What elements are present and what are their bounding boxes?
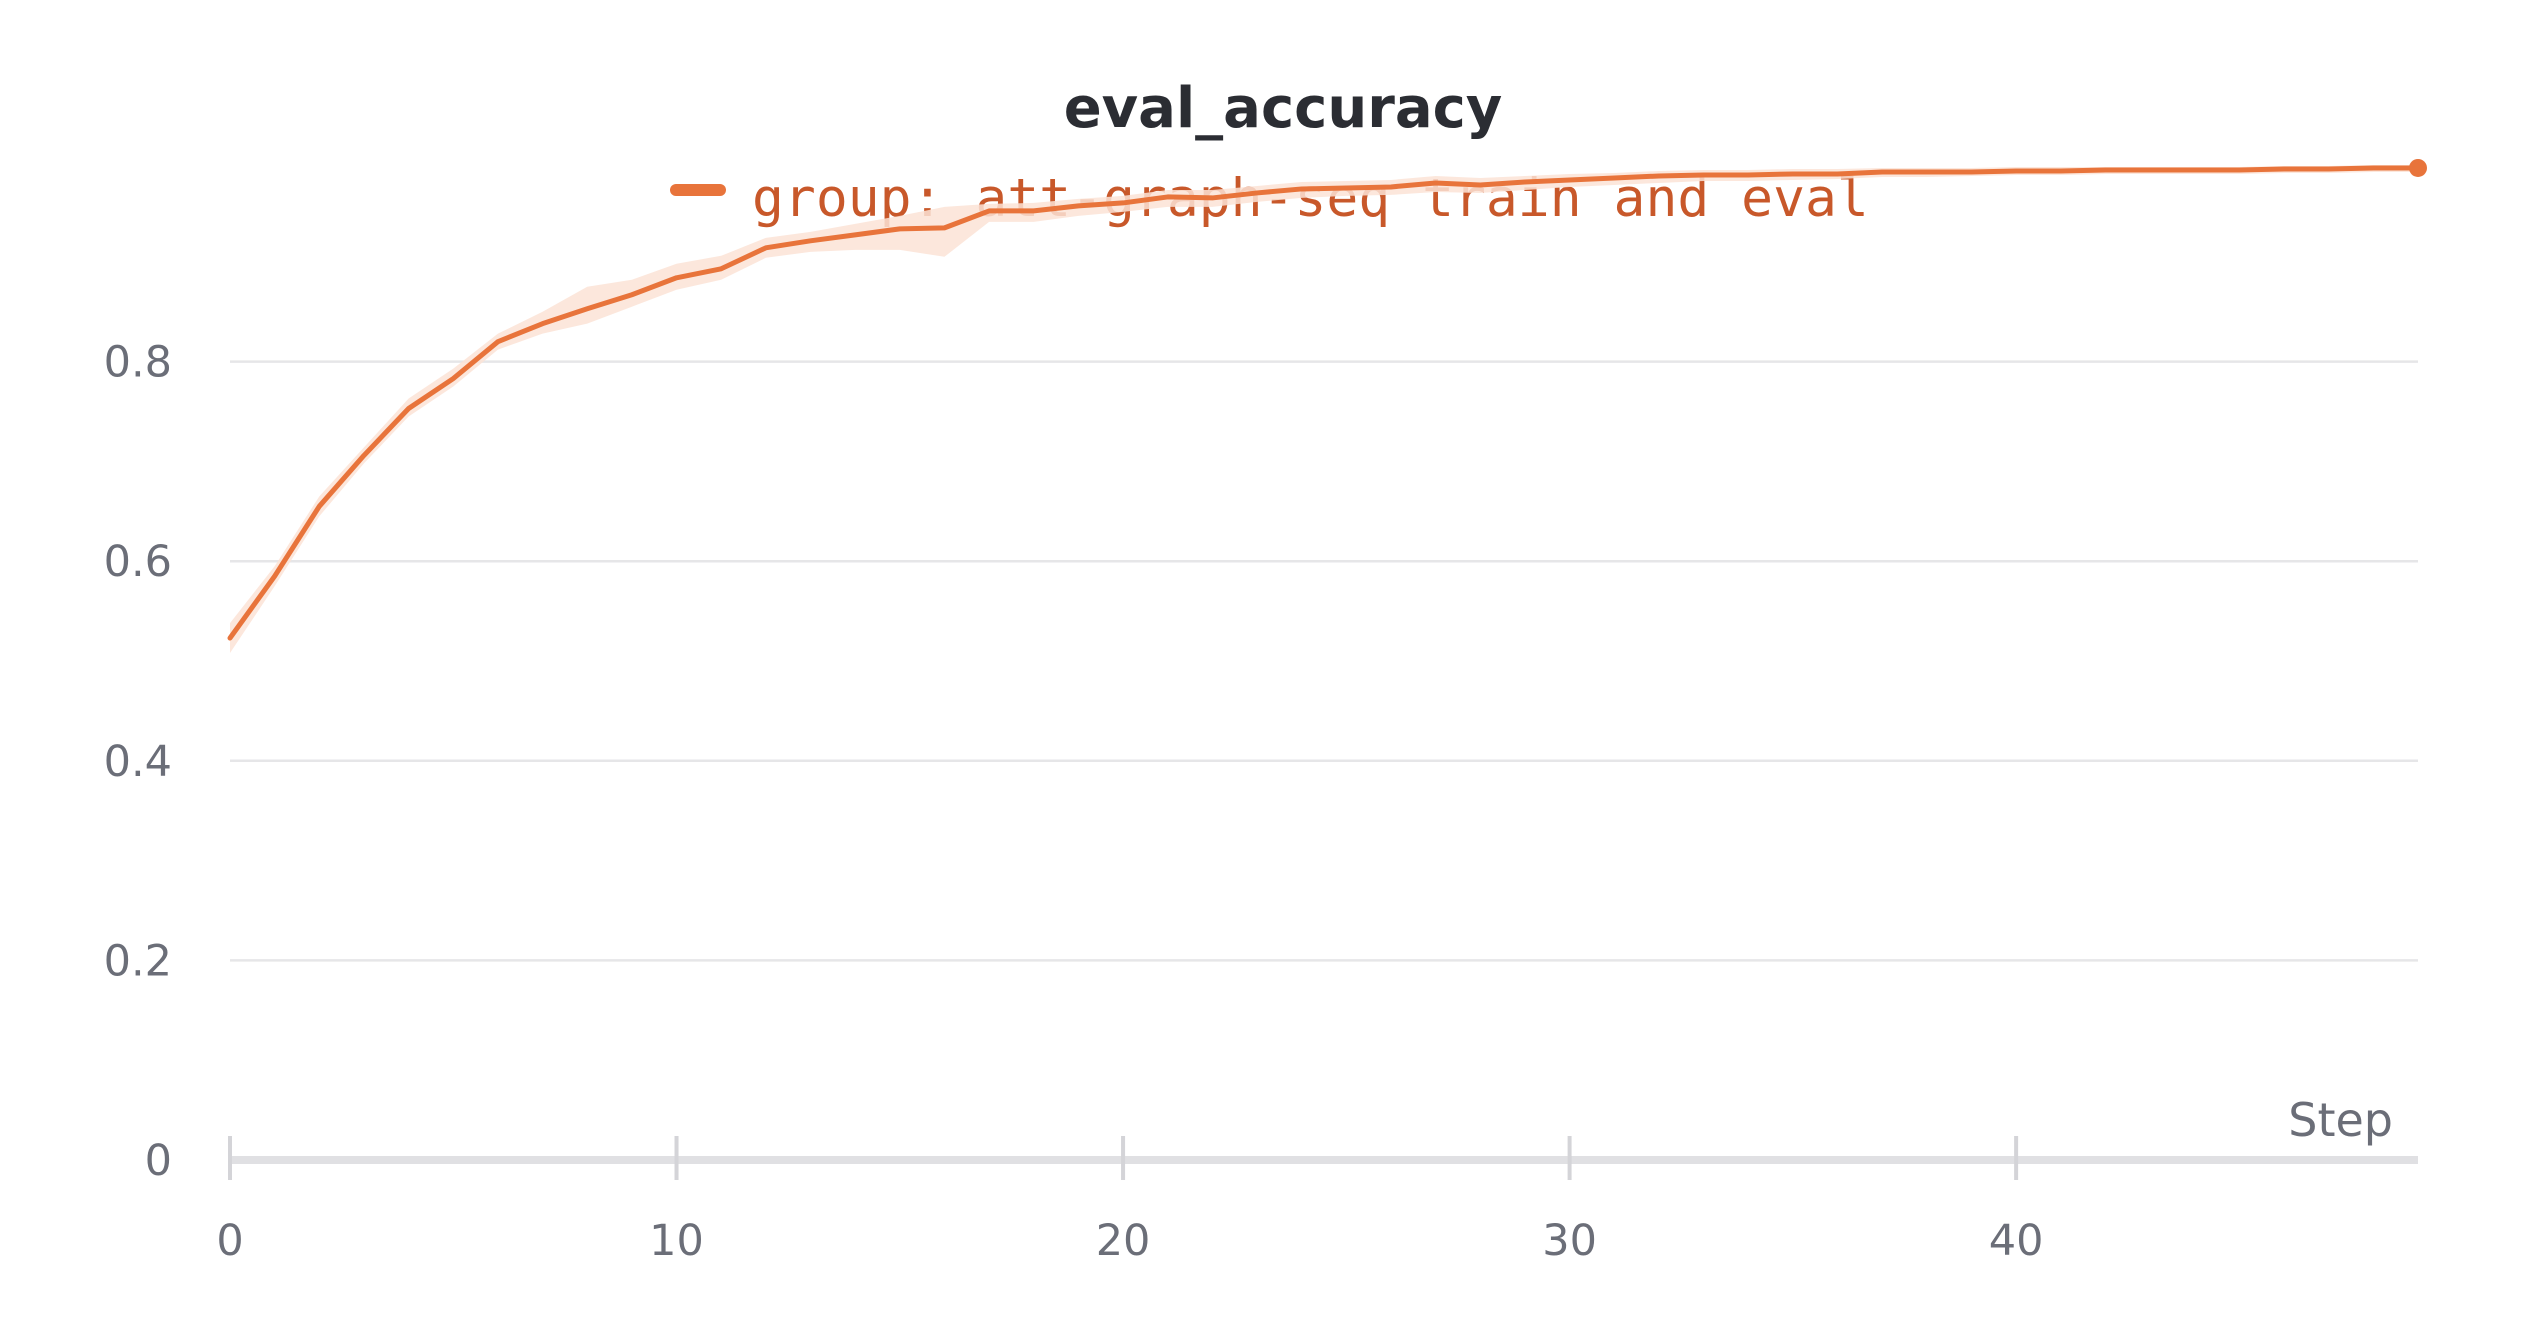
chart-title: eval_accuracy — [1064, 76, 1503, 141]
x-tick-label-3: 30 — [1542, 1216, 1597, 1266]
y-tick-label-3: 0.6 — [104, 537, 172, 587]
series-0-line — [227, 165, 2421, 641]
x-tick-label-0: 0 — [216, 1216, 243, 1266]
series-layer — [227, 158, 2427, 641]
grid — [230, 360, 2418, 962]
series-0-band — [230, 164, 2418, 654]
y-tick-label-2: 0.4 — [104, 737, 172, 787]
y-tick-label-4: 0.8 — [104, 338, 172, 388]
confidence-band-layer — [230, 164, 2418, 654]
y-tick-label-1: 0.2 — [104, 936, 172, 986]
x-axis: 0 10 20 30 40 — [216, 1136, 2418, 1266]
x-tick-label-2: 20 — [1096, 1216, 1151, 1266]
y-tick-label-0: 0 — [145, 1136, 172, 1186]
legend-swatch — [670, 184, 726, 196]
y-axis-ticks: 0 0.2 0.4 0.6 0.8 — [104, 338, 172, 1186]
x-axis-label: Step — [2288, 1093, 2393, 1147]
x-tick-label-1: 10 — [649, 1216, 704, 1266]
x-tick-label-4: 40 — [1989, 1216, 2044, 1266]
series-0-endpoint — [2409, 158, 2427, 177]
